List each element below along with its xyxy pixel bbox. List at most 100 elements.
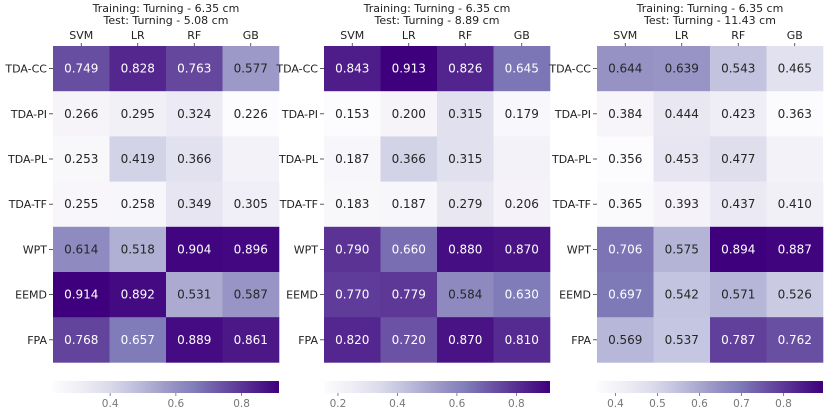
column-label: RF — [458, 29, 472, 42]
cell-value-label: 0.913 — [392, 62, 426, 76]
cell-value-label: 0.575 — [665, 242, 699, 256]
row-label: FPA — [298, 334, 318, 347]
heatmap-cell — [597, 136, 654, 182]
column-label: GB — [787, 29, 803, 42]
cell-value-label: 0.253 — [64, 152, 98, 166]
row-label: TDA-PI — [554, 108, 591, 121]
heatmap-cell — [109, 181, 167, 228]
heatmap-cell — [597, 226, 654, 273]
heatmap-cell — [324, 317, 381, 363]
heatmap-cell — [766, 181, 824, 228]
heatmap-cell — [437, 272, 494, 318]
heatmap-cell — [493, 181, 551, 228]
heatmap-cell — [597, 272, 654, 318]
heatmap-cell — [380, 226, 438, 273]
cell-value-label: 0.587 — [234, 288, 268, 302]
heatmap-cell — [380, 136, 438, 182]
colorbar-tick-label: 0.4 — [102, 398, 119, 410]
heatmap-cell — [324, 46, 381, 92]
heatmap-cell — [597, 91, 654, 137]
heatmap-cell — [53, 46, 110, 92]
cell-value-label: 0.363 — [778, 107, 812, 121]
heatmap-cell — [653, 46, 711, 92]
cell-value-label: 0.423 — [721, 107, 755, 121]
heatmap-cell-empty — [493, 136, 550, 182]
heatmap-cell — [493, 46, 551, 92]
heatmap-cell — [166, 181, 223, 228]
cell-value-label: 0.295 — [121, 107, 155, 121]
heatmap-cell — [653, 181, 711, 228]
heatmap-cell — [109, 46, 167, 92]
row-label: WPT — [294, 243, 319, 256]
colorbar-tick-label: 0.8 — [508, 398, 525, 410]
cell-value-label: 0.437 — [721, 197, 755, 211]
row-label: TDA-TF — [552, 198, 591, 211]
heatmap-cell — [222, 181, 280, 228]
heatmap-cell — [222, 272, 280, 318]
cell-value-label: 0.315 — [448, 107, 482, 121]
cell-value-label: 0.770 — [335, 288, 369, 302]
column-label: SVM — [69, 29, 93, 42]
heatmap-cell — [710, 136, 767, 182]
colorbar-tick-label: 0.7 — [733, 398, 750, 410]
heatmap-cell — [710, 91, 767, 137]
colorbar-tick-label: 0.8 — [233, 398, 250, 410]
heatmap-cell — [597, 317, 654, 363]
cell-value-label: 0.531 — [177, 288, 211, 302]
cell-value-label: 0.828 — [121, 62, 155, 76]
cell-value-label: 0.226 — [234, 107, 268, 121]
colorbar-tick-label: 0.4 — [389, 398, 406, 410]
panel-title-training: Training: Turning - 6.35 cm — [636, 2, 784, 15]
cell-value-label: 0.889 — [177, 333, 211, 347]
heatmap-cell — [710, 272, 767, 318]
heatmap-cell — [109, 226, 167, 273]
cell-value-label: 0.914 — [64, 288, 98, 302]
heatmap-cell — [109, 317, 167, 363]
column-label: LR — [402, 29, 416, 42]
cell-value-label: 0.305 — [234, 197, 268, 211]
heatmap-cell — [493, 317, 551, 363]
row-label: FPA — [27, 334, 47, 347]
cell-value-label: 0.787 — [721, 333, 755, 347]
cell-value-label: 0.880 — [448, 242, 482, 256]
heatmap-cell — [222, 91, 280, 137]
heatmap-cell — [53, 272, 110, 318]
row-label: TDA-PI — [281, 108, 318, 121]
cell-value-label: 0.569 — [608, 333, 642, 347]
heatmap-cell — [109, 272, 167, 318]
colorbar-tick-label: 0.6 — [168, 398, 185, 410]
column-label: LR — [675, 29, 689, 42]
row-label: FPA — [571, 334, 591, 347]
row-label: EEMD — [15, 289, 47, 302]
cell-value-label: 0.887 — [778, 242, 812, 256]
cell-value-label: 0.542 — [665, 288, 699, 302]
heatmap-cell — [166, 317, 223, 363]
heatmap-cell — [166, 272, 223, 318]
heatmap-cell — [710, 226, 767, 273]
heatmap-cell — [324, 136, 381, 182]
heatmap-cell — [653, 91, 711, 137]
cell-value-label: 0.584 — [448, 288, 482, 302]
heatmap-cell — [597, 46, 654, 92]
cell-value-label: 0.790 — [335, 242, 369, 256]
row-label: TDA-CC — [4, 63, 47, 76]
cell-value-label: 0.639 — [665, 62, 699, 76]
heatmap-cell — [710, 181, 767, 228]
heatmap-cell — [166, 91, 223, 137]
row-label: EEMD — [559, 289, 591, 302]
heatmap-cell — [380, 181, 438, 228]
row-label: TDA-TF — [279, 198, 318, 211]
colorbar-tick-label: 0.2 — [330, 398, 347, 410]
heatmap-cell — [710, 46, 767, 92]
colorbar-tick-label: 0.5 — [649, 398, 666, 410]
heatmap-cell — [437, 226, 494, 273]
cell-value-label: 0.826 — [448, 62, 482, 76]
panel-title-training: Training: Turning - 6.35 cm — [92, 2, 240, 15]
column-label: RF — [731, 29, 745, 42]
heatmap-cell — [710, 317, 767, 363]
heatmap-cell — [324, 181, 381, 228]
cell-value-label: 0.315 — [448, 152, 482, 166]
cell-value-label: 0.410 — [778, 197, 812, 211]
cell-value-label: 0.768 — [64, 333, 98, 347]
cell-value-label: 0.870 — [505, 242, 539, 256]
